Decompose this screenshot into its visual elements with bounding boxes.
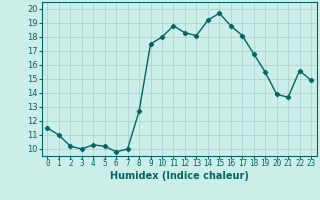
X-axis label: Humidex (Indice chaleur): Humidex (Indice chaleur)	[110, 171, 249, 181]
